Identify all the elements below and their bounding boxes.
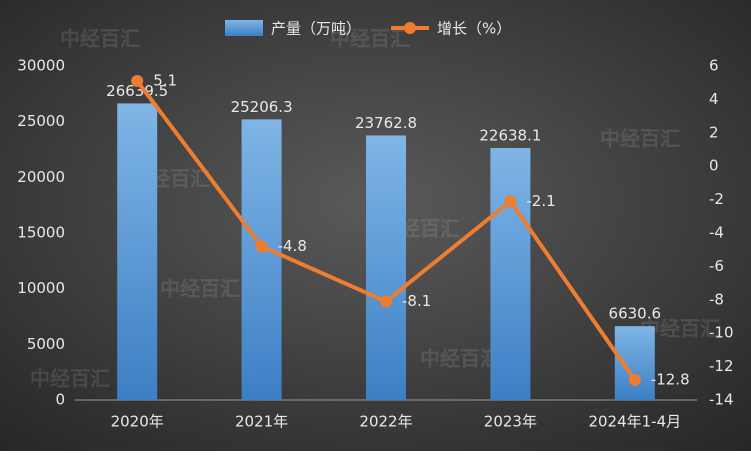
x-tick-label: 2022年 (359, 413, 412, 431)
bar-value-label: 6630.6 (609, 305, 662, 323)
line-marker (380, 295, 392, 308)
line-value-label: -4.8 (278, 237, 307, 255)
y2-tick-label: -8 (709, 290, 724, 308)
line-marker (504, 195, 517, 208)
watermark: 中经百汇 (60, 27, 140, 51)
y2-tick-label: -4 (709, 224, 724, 242)
line-value-label: -8.1 (402, 292, 431, 310)
legend-swatch (225, 20, 263, 36)
bar (490, 147, 531, 400)
y2-tick-label: 2 (709, 123, 719, 141)
y2-tick-label: -6 (709, 257, 724, 275)
legend-label: 产量（万吨） (271, 20, 361, 38)
line-marker (628, 373, 641, 386)
bar-value-label: 22638.1 (479, 126, 541, 144)
y-tick-label: 25000 (17, 112, 65, 130)
y-tick-label: 0 (55, 391, 65, 409)
watermark: 中经百汇 (330, 27, 410, 51)
y2-tick-label: -2 (709, 190, 724, 208)
y-tick-label: 5000 (27, 335, 65, 353)
bar (366, 135, 406, 400)
watermark: 中经百汇 (600, 127, 680, 151)
bar-value-label: 26639.5 (106, 82, 168, 100)
bar (117, 103, 158, 400)
y2-tick-label: -14 (709, 391, 734, 409)
line-value-label: -12.8 (651, 370, 690, 388)
bar-value-label: 23762.8 (355, 114, 417, 132)
line-marker (255, 240, 268, 253)
y2-tick-label: 4 (709, 90, 719, 108)
legend-swatch (404, 22, 417, 34)
bar (241, 119, 282, 400)
y-tick-label: 30000 (17, 57, 65, 75)
y2-tick-label: -10 (709, 324, 734, 342)
y-tick-label: 10000 (17, 279, 65, 297)
y-tick-label: 15000 (17, 224, 65, 242)
line-value-label: 5.1 (153, 72, 177, 90)
x-tick-label: 2020年 (111, 413, 164, 431)
line-marker (131, 75, 144, 88)
watermark: 中经百汇 (420, 347, 500, 371)
y2-tick-label: 0 (709, 157, 719, 175)
y2-tick-label: 6 (709, 57, 719, 75)
x-tick-label: 2023年 (484, 413, 537, 431)
line-value-label: -2.1 (526, 192, 555, 210)
watermark: 中经百汇 (30, 367, 110, 391)
bar-value-label: 25206.3 (231, 98, 293, 116)
legend-label: 增长（%） (437, 20, 511, 38)
x-tick-label: 2021年 (235, 413, 288, 431)
y2-tick-label: -12 (709, 357, 734, 375)
y-tick-label: 20000 (17, 168, 65, 186)
x-tick-label: 2024年1-4月 (588, 413, 681, 431)
watermark: 中经百汇 (160, 277, 240, 301)
